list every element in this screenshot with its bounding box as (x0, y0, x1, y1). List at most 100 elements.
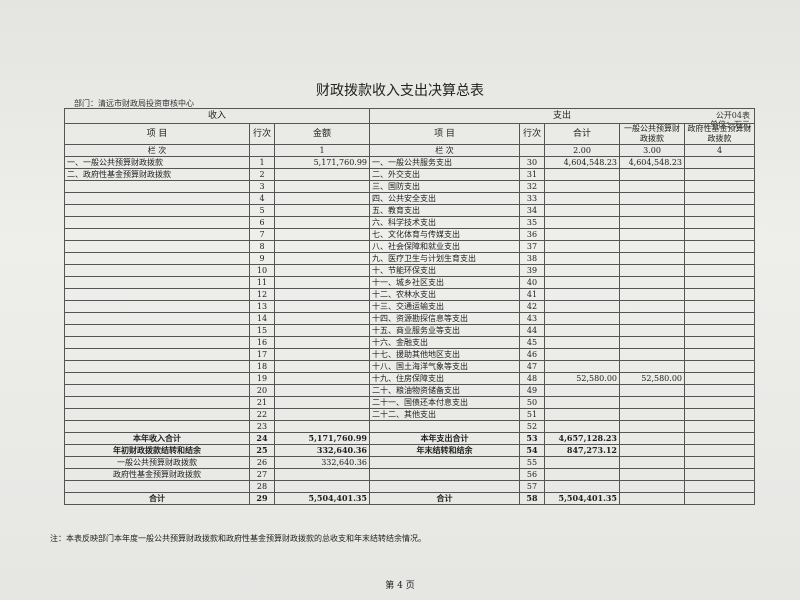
table-row: 23 52 (64, 420, 756, 433)
table-cell: 十三、交通运输支出 (369, 300, 520, 313)
table-cell (544, 324, 620, 337)
table-cell (683, 360, 756, 373)
table-cell (544, 480, 620, 493)
table-row: 13 十三、交通运输支出 42 (64, 300, 756, 313)
table-row: 项 目行次 金额项 目行次 合计 一般公共预算财政拨款 政府性基金预算财政拨款 (64, 123, 756, 145)
table-cell (683, 252, 756, 265)
table-cell: 18 (249, 360, 275, 373)
table-cell: 一般公共预算财政拨款 (619, 123, 685, 145)
table-cell: 27 (249, 468, 275, 481)
table-cell (64, 264, 250, 277)
table-cell: 九、医疗卫生与计划生育支出 (369, 252, 520, 265)
table-cell: 4 (249, 192, 275, 205)
table-cell: 十九、住房保障支出 (369, 372, 520, 385)
table-cell: 5,171,760.99 (274, 432, 370, 445)
table-cell (683, 192, 756, 205)
table-cell (683, 288, 756, 301)
table-cell: 26 (249, 456, 275, 469)
table-cell: 20 (249, 384, 275, 397)
table-cell: 5,504,401.35 (544, 492, 620, 505)
table-cell: 四、公共安全支出 (369, 192, 520, 205)
table-cell (683, 432, 756, 445)
table-row: 二、政府性基金预算财政拨款 2 二、外交支出 31 (64, 168, 756, 181)
table-cell (64, 372, 250, 385)
table-cell (683, 240, 756, 253)
table-cell (274, 384, 370, 397)
table-cell (274, 180, 370, 193)
table-cell: 24 (249, 432, 275, 445)
table-cell (683, 276, 756, 289)
table-cell (683, 204, 756, 217)
table-row: 19 十九、住房保障支出 48 52,580.00 52,580.00 (64, 372, 756, 385)
table-cell: 332,640.36 (274, 444, 370, 457)
table-cell (544, 252, 620, 265)
table-cell (619, 408, 685, 421)
table-cell: 十八、国土海洋气象等支出 (369, 360, 520, 373)
table-row: 政府性基金预算财政拨款 27 56 (64, 468, 756, 481)
table-row: 16 十六、金融支出 45 (64, 336, 756, 349)
table-cell: 一般公共预算财政拨款 (64, 456, 250, 469)
table-cell (683, 216, 756, 229)
table-cell (619, 180, 685, 193)
table-cell (64, 228, 250, 241)
table-cell: 4,604,548.23 (544, 156, 620, 169)
table-row: 6 六、科学技术支出 35 (64, 216, 756, 229)
table-cell (619, 252, 685, 265)
table-cell: 41 (519, 288, 545, 301)
table-cell (683, 228, 756, 241)
table-cell: 58 (519, 492, 545, 505)
table-cell (619, 360, 685, 373)
table-cell (619, 396, 685, 409)
table-cell: 17 (249, 348, 275, 361)
table-cell (544, 468, 620, 481)
table-cell: 28 (249, 480, 275, 493)
table-cell (619, 300, 685, 313)
table-cell (64, 324, 250, 337)
table-cell: 53 (519, 432, 545, 445)
table-cell: 48 (519, 372, 545, 385)
table-row: 一、一般公共预算财政拨款 1 5,171,760.99 一、一般公共服务支出 30 4,6… (64, 156, 756, 169)
table-cell: 13 (249, 300, 275, 313)
table-cell: 45 (519, 336, 545, 349)
table-cell (274, 480, 370, 493)
table-row: 一般公共预算财政拨款 26 332,640.36 55 (64, 456, 756, 469)
table-cell: 16 (249, 336, 275, 349)
table-cell: 7 (249, 228, 275, 241)
table-cell (544, 408, 620, 421)
table-cell (64, 216, 250, 229)
table-cell: 六、科学技术支出 (369, 216, 520, 229)
table-cell: 5,504,401.35 (274, 492, 370, 505)
table-cell: 合计 (64, 492, 250, 505)
table-cell: 二、外交支出 (369, 168, 520, 181)
table-cell: 35 (519, 216, 545, 229)
table-cell (683, 168, 756, 181)
table-cell (369, 468, 520, 481)
table-cell: 4,657,128.23 (544, 432, 620, 445)
table-cell (544, 180, 620, 193)
table-cell: 2.00 (544, 144, 620, 157)
table-cell (249, 144, 275, 157)
table-cell (544, 384, 620, 397)
table-cell (64, 312, 250, 325)
table-row: 收入 支出 (64, 108, 756, 124)
table-cell (683, 408, 756, 421)
table-cell: 项 目 (64, 123, 250, 145)
table-cell (274, 216, 370, 229)
table-cell (274, 468, 370, 481)
table-cell (64, 288, 250, 301)
table-cell: 44 (519, 324, 545, 337)
table-cell: 二十二、其他支出 (369, 408, 520, 421)
table-row: 3 三、国防支出 32 (64, 180, 756, 193)
table-cell: 52,580.00 (619, 372, 685, 385)
table-cell (64, 252, 250, 265)
table-cell: 43 (519, 312, 545, 325)
table-cell: 33 (519, 192, 545, 205)
table-cell: 52,580.00 (544, 372, 620, 385)
table-cell: 1 (249, 156, 275, 169)
table-cell (64, 408, 250, 421)
table-row: 28 57 (64, 480, 756, 493)
table-cell: 行次 (249, 123, 275, 145)
table-cell: 十六、金融支出 (369, 336, 520, 349)
table-cell: 21 (249, 396, 275, 409)
